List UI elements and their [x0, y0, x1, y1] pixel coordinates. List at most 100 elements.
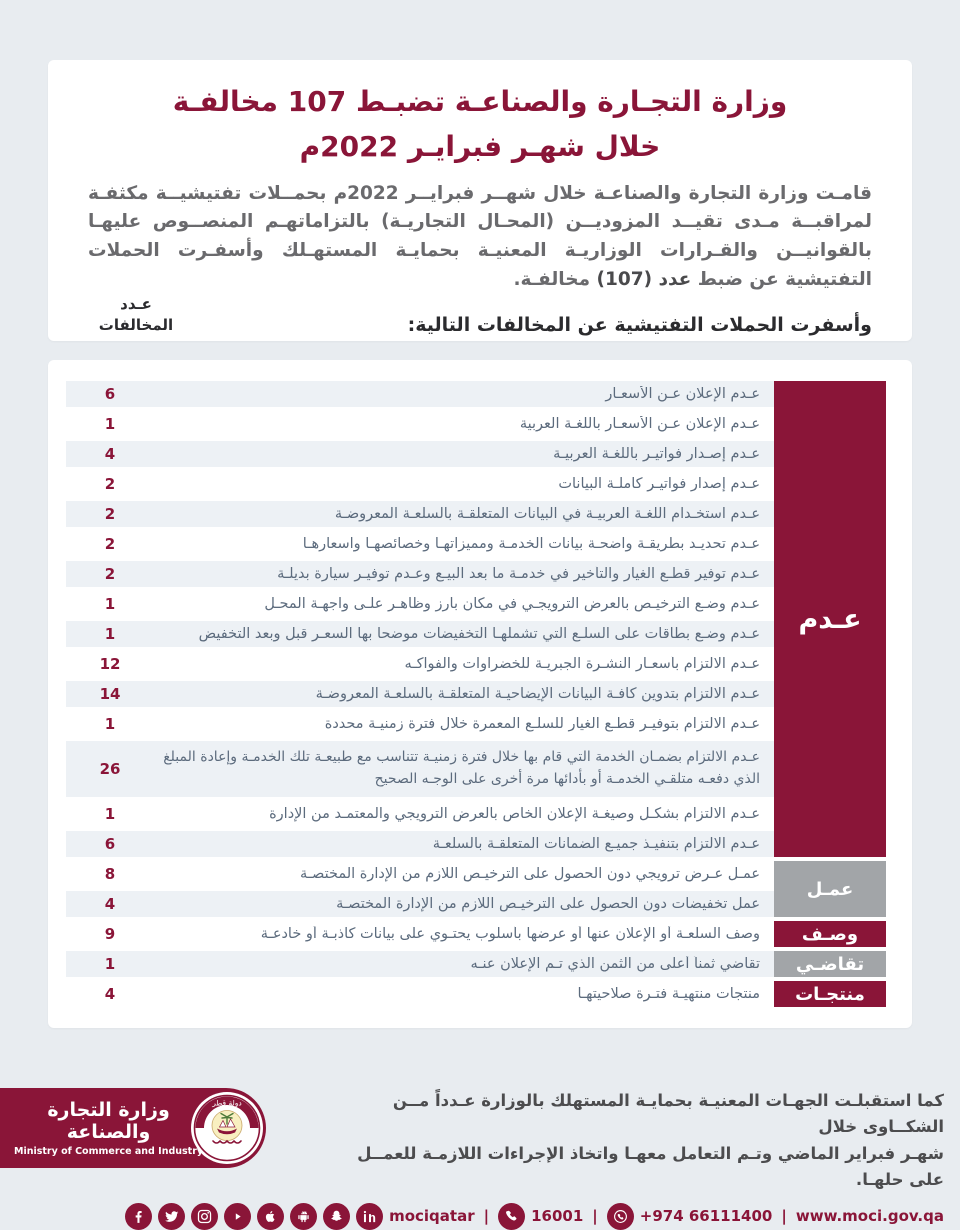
instagram-icon[interactable]	[191, 1202, 219, 1230]
violation-text: عـدم الالتزام بتوفيـر قطـع الغيار للسلـع…	[324, 716, 760, 732]
ministry-name: وزارة التجارة والصناعة Ministry of Comme…	[14, 1099, 203, 1157]
ministry-logo: دولة قطر	[191, 1092, 263, 1164]
violation-row: عـدم إصدار فواتيـر كاملـة البيانات 2	[66, 471, 774, 497]
section-rows: عمـل عـرض ترويجي دون الحصول على الترخيـص…	[66, 861, 774, 917]
apple-icon[interactable]	[257, 1202, 285, 1230]
violation-row: تقاضي ثمناً أعلى من الثمن الذي تـم الإعل…	[66, 951, 774, 977]
violation-count: 1	[104, 715, 116, 733]
linkedin-icon[interactable]	[356, 1202, 384, 1230]
intro-text: قامـت وزارة التجارة والصناعـة خلال شهــر…	[88, 182, 873, 290]
results-label: وأسفرت الحملات التفتيشية عن المخالفات ال…	[407, 314, 872, 337]
violation-text: تقاضي ثمناً أعلى من الثمن الذي تـم الإعل…	[470, 956, 760, 972]
violation-section: عمـل عمـل عـرض ترويجي دون الحصول على التر…	[66, 861, 886, 917]
infographic-page: { "colors":{"maroon":"#8A1538","badge_gr…	[0, 60, 960, 1230]
phone-icon[interactable]	[498, 1202, 526, 1230]
violation-row: عـدم الالتزام بشكـل وصيغـة الإعلان الخاص…	[66, 801, 774, 827]
intro-total-count: عدد (107)	[596, 268, 692, 290]
violation-text: عـدم إصـدار فواتيـر باللغـة العربيـة	[553, 446, 760, 462]
section-rows: وصف السلعـة أو الإعلان عنها أو عرضها بأس…	[66, 921, 774, 947]
violations-card: عـدم عـدم الإعلان عـن الأسعـار 6 عـدم الإعل…	[48, 360, 912, 1028]
violation-row: عـدم وضـع الترخيـص بالعرض الترويجـي في م…	[66, 591, 774, 617]
violation-count: 2	[104, 535, 116, 553]
youtube-icon[interactable]	[224, 1202, 252, 1230]
violation-count: 4	[104, 985, 116, 1003]
violation-row: عـدم الالتزام بتوفيـر قطـع الغيار للسلـع…	[66, 711, 774, 737]
footer: وزارة التجارة والصناعة Ministry of Comme…	[0, 1088, 960, 1230]
violation-section: منتجـات منتجات منتهيـة فتـرة صلاحيتهـا 4	[66, 981, 886, 1007]
violation-count: 14	[99, 685, 121, 703]
count-column-header: عـدد المخالفات	[88, 294, 184, 336]
social-handle[interactable]: mociqatar	[389, 1207, 475, 1226]
page-title: وزارة التجـارة والصناعـة تضبـط 107 مخالف…	[88, 80, 872, 170]
android-icon[interactable]	[290, 1202, 318, 1230]
violation-row: عـدم توفير قطـع الغيار والتأخير في خدمـة…	[66, 561, 774, 587]
separator: |	[781, 1207, 787, 1226]
count-header-line2: المخالفات	[98, 316, 174, 335]
violation-row: عـدم استخـدام اللغـة العربيـة في البيانا…	[66, 501, 774, 527]
section-rows: عـدم الإعلان عـن الأسعـار 6 عـدم الإعلان ع…	[66, 381, 774, 857]
violation-count: 6	[104, 835, 116, 853]
violation-count: 2	[104, 505, 116, 523]
svg-text:دولة قطر: دولة قطر	[211, 1099, 242, 1108]
intro-text-tail: مخالفـة.	[513, 268, 597, 290]
social-row: mociqatar | 16001 | +974 66111400 | www.…	[125, 1202, 944, 1230]
section-badge: منتجـات	[774, 981, 886, 1007]
violation-text: عـدم توفير قطـع الغيار والتأخير في خدمـة…	[277, 566, 760, 582]
footer-note: كما استقبلـت الجهـات المعنيـة بحمايـة ال…	[324, 1088, 944, 1194]
ministry-name-arabic: وزارة التجارة والصناعة	[47, 1099, 170, 1143]
intro-paragraph: قامـت وزارة التجارة والصناعـة خلال شهــر…	[88, 180, 872, 295]
violation-count: 1	[104, 625, 116, 643]
snapchat-icon[interactable]	[323, 1202, 351, 1230]
violation-row: منتجات منتهيـة فتـرة صلاحيتهـا 4	[66, 981, 774, 1007]
footer-right-column: كما استقبلـت الجهـات المعنيـة بحمايـة ال…	[125, 1088, 944, 1230]
violation-text: عـدم الالتزام بشكـل وصيغـة الإعلان الخاص…	[269, 806, 760, 822]
count-header-line1: عـدد	[120, 295, 152, 314]
ministry-name-english: Ministry of Commerce and Industry	[14, 1146, 204, 1157]
violation-count: 4	[104, 895, 116, 913]
violation-text: منتجات منتهيـة فتـرة صلاحيتهـا	[577, 986, 760, 1002]
violation-text: عـدم وضـع الترخيـص بالعرض الترويجـي في م…	[264, 596, 760, 612]
violation-row: عـدم تحديـد بطريقـة واضحـة بيانات الخدمـ…	[66, 531, 774, 557]
violation-count: 9	[104, 925, 116, 943]
section-badge: عـدم	[774, 381, 886, 857]
violation-text: عـدم تحديـد بطريقـة واضحـة بيانات الخدمـ…	[302, 536, 760, 552]
violation-row: عمـل عـرض ترويجي دون الحصول على الترخيـص…	[66, 861, 774, 887]
violation-row: عـدم الالتزام بضمـان الخدمة التي قام بها…	[66, 741, 774, 797]
whatsapp-number[interactable]: +974 66111400	[639, 1207, 773, 1226]
violation-count: 2	[104, 475, 116, 493]
violation-row: عـدم الالتزام بتدوين كافـة البيانات الإي…	[66, 681, 774, 707]
violation-text: عـدم الإعلان عـن الأسعـار باللغـة العربي…	[519, 416, 760, 432]
footer-note-line2: شهـر فبراير الماضي وتـم التعامل معهـا وا…	[357, 1143, 944, 1190]
violation-row: عـدم إصـدار فواتيـر باللغـة العربيـة 4	[66, 441, 774, 467]
violation-text: عـدم الالتزام بأسعـار النشـرة الجبريـة ل…	[404, 656, 760, 672]
title-line-1: وزارة التجـارة والصناعـة تضبـط 107 مخالف…	[172, 85, 788, 118]
violation-count: 1	[104, 415, 116, 433]
section-badge: تقاضـي	[774, 951, 886, 977]
section-rows: منتجات منتهيـة فتـرة صلاحيتهـا 4	[66, 981, 774, 1007]
twitter-icon[interactable]	[158, 1202, 186, 1230]
violation-count: 6	[104, 385, 116, 403]
violation-text: عـدم الالتزام بتنفيـذ جميـع الضمانات الم…	[432, 836, 760, 852]
section-badge: عمـل	[774, 861, 886, 917]
hotline-number[interactable]: 16001	[531, 1207, 584, 1226]
separator: |	[592, 1207, 598, 1226]
facebook-icon[interactable]	[125, 1202, 153, 1230]
violation-row: وصف السلعـة أو الإعلان عنها أو عرضها بأس…	[66, 921, 774, 947]
violation-section: تقاضـي تقاضي ثمناً أعلى من الثمن الذي تـم…	[66, 951, 886, 977]
violation-text: وصف السلعـة أو الإعلان عنها أو عرضها بأس…	[260, 926, 760, 942]
violation-row: عمل تخفيضات دون الحصول على الترخيـص اللا…	[66, 891, 774, 917]
violation-count: 1	[104, 955, 116, 973]
violation-text: عـدم الالتزام بتدوين كافـة البيانات الإي…	[315, 686, 760, 702]
violation-count: 8	[104, 865, 116, 883]
violation-row: عـدم وضـع بطاقات على السلـع التي تشملهـا…	[66, 621, 774, 647]
separator: |	[483, 1207, 490, 1226]
violation-text: عـدم استخـدام اللغـة العربيـة في البيانا…	[334, 506, 760, 522]
violation-count: 26	[99, 760, 121, 778]
title-line-2: خلال شهـر فبرايـر 2022م	[299, 129, 661, 163]
website-link[interactable]: www.moci.gov.qa	[795, 1207, 944, 1226]
whatsapp-icon[interactable]	[606, 1202, 634, 1230]
violation-row: عـدم الإعلان عـن الأسعـار باللغـة العربي…	[66, 411, 774, 437]
violation-section: عـدم عـدم الإعلان عـن الأسعـار 6 عـدم الإعل…	[66, 381, 886, 857]
violations-table: عـدم عـدم الإعلان عـن الأسعـار 6 عـدم الإعل…	[66, 381, 886, 1007]
violation-text: عمل تخفيضات دون الحصول على الترخيـص اللا…	[336, 896, 760, 912]
